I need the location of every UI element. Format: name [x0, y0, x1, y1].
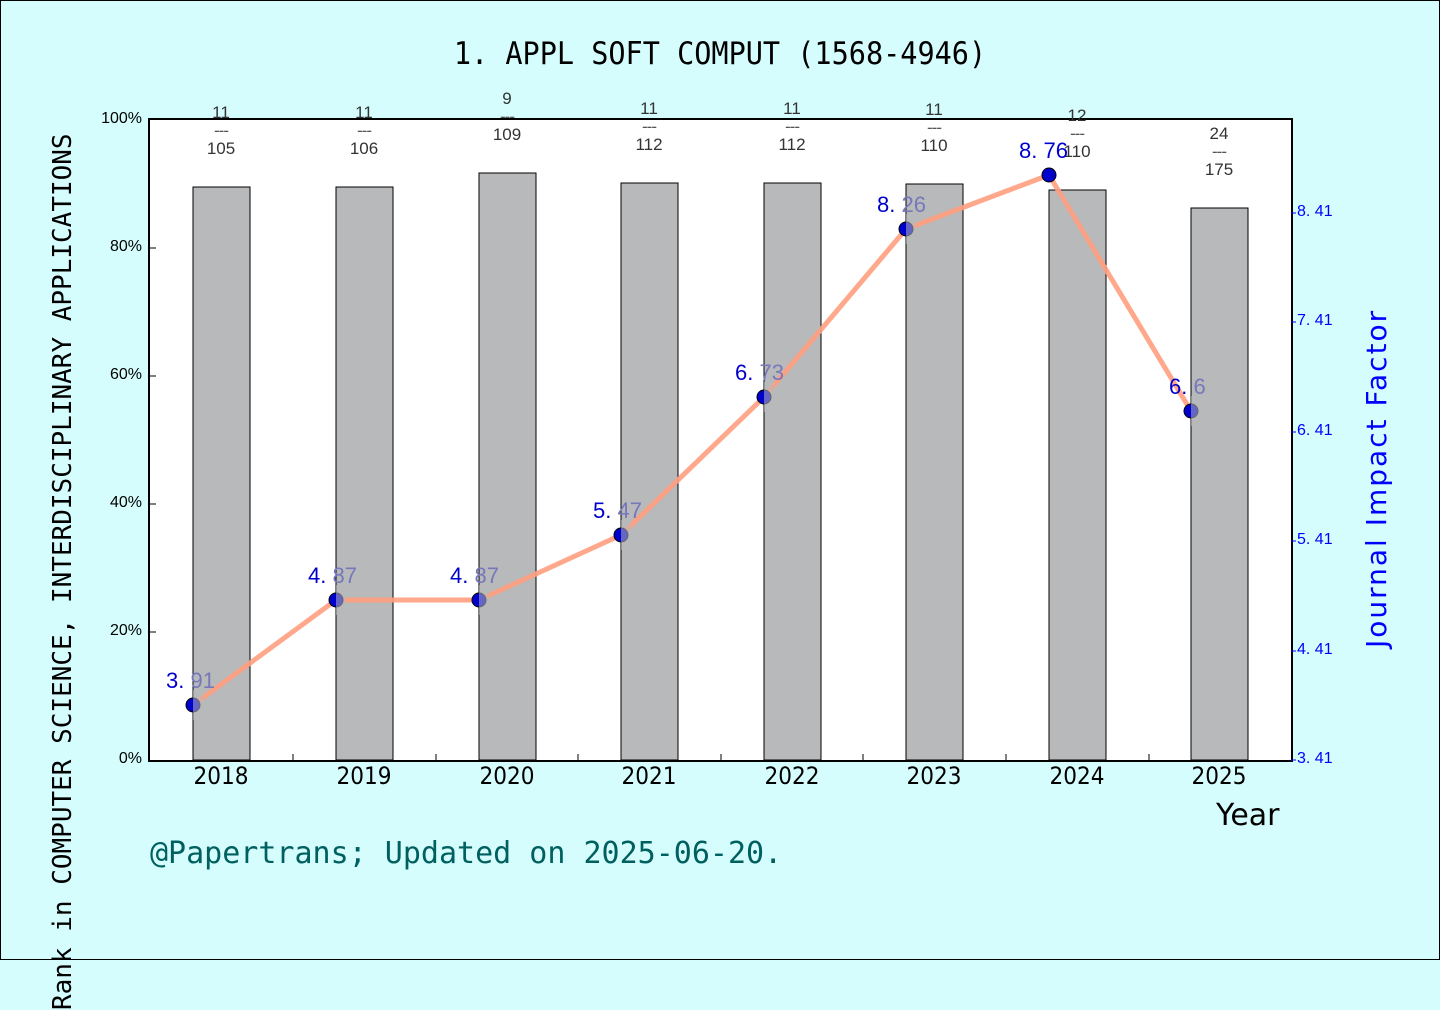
x-tick-2024: 2024: [1049, 762, 1105, 790]
bar-2021: [620, 182, 679, 761]
impact-factor-line: [191, 172, 1194, 708]
rank-label-2019: 11 --- 106: [349, 103, 379, 158]
chart-graphics: [150, 167, 1296, 761]
right-tick-741: 7. 41: [1297, 312, 1333, 329]
rank-label-2023: 11 --- 110: [920, 100, 948, 155]
left-tick-20: 20%: [109, 622, 142, 639]
right-tick-541: 5. 41: [1297, 531, 1333, 548]
if-label-2023: 8. 26: [877, 192, 926, 217]
left-tick-100: 100%: [101, 110, 142, 127]
x-tick-2023: 2023: [906, 762, 962, 790]
bar-2024: [1048, 189, 1107, 761]
x-axis-label: Year: [1216, 798, 1280, 833]
bar-2020: [478, 172, 537, 761]
if-label-2024: 8. 76: [1019, 138, 1068, 163]
right-tick-441: 4. 41: [1297, 641, 1333, 658]
if-label-2022: 6. 73: [735, 360, 784, 385]
if-label-2018: 3. 91: [166, 668, 215, 693]
x-tick-2025: 2025: [1191, 762, 1247, 790]
rank-label-2025: 24 --- 175: [1204, 124, 1234, 179]
left-tick-0: 0%: [118, 750, 142, 767]
if-label-2025: 6. 6: [1169, 374, 1206, 399]
x-tick-2021: 2021: [621, 762, 677, 790]
x-tick-2022: 2022: [764, 762, 820, 790]
bar-2025: [1190, 207, 1249, 761]
rank-label-2018: 11 --- 105: [206, 103, 236, 158]
left-tick-80: 80%: [109, 238, 142, 255]
left-tick-40: 40%: [109, 494, 142, 511]
chart-title: 1. APPL SOFT COMPUT (1568-4946): [453, 36, 987, 72]
right-tick-341: 3. 41: [1297, 750, 1333, 767]
if-marker-2024: [1041, 167, 1057, 183]
x-tick-2019: 2019: [336, 762, 392, 790]
right-tick-641: 6. 41: [1297, 422, 1333, 439]
bar-2022: [763, 182, 822, 761]
if-label-2019: 4. 87: [308, 563, 357, 588]
rank-label-2022: 11 --- 112: [778, 99, 806, 154]
x-tick-2018: 2018: [193, 762, 249, 790]
bar-2023: [905, 183, 964, 761]
bar-2019: [335, 186, 394, 761]
footer-credit: @Papertrans; Updated on 2025-06-20.: [150, 836, 783, 871]
rank-label-2021: 11 --- 112: [635, 99, 663, 154]
if-label-2021: 5. 47: [593, 498, 642, 523]
x-tick-2020: 2020: [479, 762, 535, 790]
rank-label-2024: 12 --- 110: [1063, 106, 1091, 161]
left-tick-60: 60%: [109, 366, 142, 383]
right-tick-841: 8. 41: [1297, 203, 1333, 220]
rank-label-2020: 9 --- 109: [492, 89, 522, 144]
if-label-2020: 4. 87: [450, 563, 499, 588]
bar-2018: [192, 186, 251, 761]
